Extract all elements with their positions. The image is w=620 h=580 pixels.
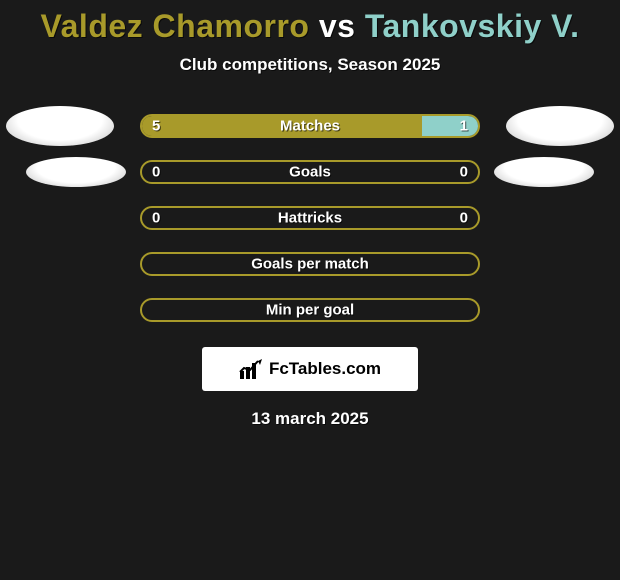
page-title: Valdez Chamorro vs Tankovskiy V. — [0, 8, 620, 45]
stat-right-value: 0 — [460, 210, 468, 227]
avatar — [26, 157, 126, 187]
stat-row: 5 1 Matches — [0, 103, 620, 149]
stat-row: 0 0 Hattricks — [0, 195, 620, 241]
comparison-card: Valdez Chamorro vs Tankovskiy V. Club co… — [0, 0, 620, 580]
stat-label: Matches — [280, 118, 340, 135]
stat-label: Goals per match — [251, 256, 369, 273]
stat-row: Goals per match — [0, 241, 620, 287]
stat-bar: Goals per match — [140, 252, 480, 276]
stat-rows: 5 1 Matches 0 0 Goals 0 0 Hattricks Goals per mat… — [0, 103, 620, 333]
stat-label: Min per goal — [266, 302, 354, 319]
stat-row: 0 0 Goals — [0, 149, 620, 195]
stat-left-value: 0 — [152, 210, 160, 227]
stat-label: Hattricks — [278, 210, 342, 227]
stat-left-value: 0 — [152, 164, 160, 181]
avatar — [494, 157, 594, 187]
brand-badge[interactable]: FcTables.com — [202, 347, 418, 391]
subtitle: Club competitions, Season 2025 — [0, 55, 620, 75]
stat-right-value: 0 — [460, 164, 468, 181]
stat-left-value: 5 — [152, 118, 160, 135]
avatar — [6, 106, 114, 146]
stat-bar-right-fill — [422, 116, 478, 136]
stat-row: Min per goal — [0, 287, 620, 333]
player2-name: Tankovskiy V. — [365, 8, 580, 44]
brand-text: FcTables.com — [269, 359, 381, 379]
player1-name: Valdez Chamorro — [41, 8, 310, 44]
date-label: 13 march 2025 — [0, 409, 620, 429]
stat-bar: 5 1 Matches — [140, 114, 480, 138]
stat-label: Goals — [289, 164, 331, 181]
stat-right-value: 1 — [460, 118, 468, 135]
stat-bar: 0 0 Goals — [140, 160, 480, 184]
vs-separator: vs — [309, 8, 364, 44]
chart-icon — [239, 359, 263, 379]
stat-bar: Min per goal — [140, 298, 480, 322]
stat-bar: 0 0 Hattricks — [140, 206, 480, 230]
avatar — [506, 106, 614, 146]
